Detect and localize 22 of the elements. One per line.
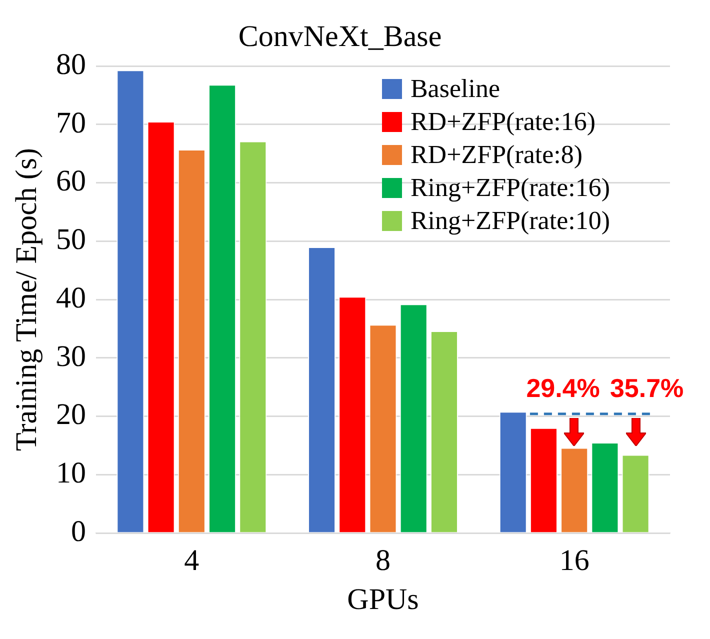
y-tick-label: 50 (56, 223, 86, 256)
legend-label: RD+ZFP(rate:16) (410, 106, 596, 138)
y-tick-label: 10 (56, 456, 86, 490)
legend-label: Baseline (410, 73, 500, 105)
y-tick-label: 0 (71, 514, 86, 548)
y-tick-label: 70 (56, 106, 86, 140)
x-tick-label: 4 (184, 544, 200, 577)
y-tick-label: 20 (56, 398, 86, 432)
legend-label: Ring+ZFP(rate:16) (410, 172, 610, 204)
y-axis-title: Training Time/ Epoch (s) (10, 148, 43, 452)
legend-label: Ring+ZFP(rate:10) (410, 205, 610, 237)
x-tick-label: 8 (376, 544, 390, 577)
y-tick-label: 80 (56, 48, 86, 81)
y-tick-label: 40 (56, 281, 86, 314)
annotation: 29.4% (526, 372, 600, 404)
x-axis-title: GPUs (347, 582, 419, 616)
y-tick-label: 30 (56, 340, 86, 373)
chart-title: ConvNeXt_Base (238, 20, 442, 53)
legend-label: RD+ZFP(rate:8) (410, 139, 583, 171)
annotation: 35.7% (610, 372, 684, 404)
y-tick-label: 60 (56, 164, 86, 198)
x-tick-label: 16 (559, 544, 590, 577)
